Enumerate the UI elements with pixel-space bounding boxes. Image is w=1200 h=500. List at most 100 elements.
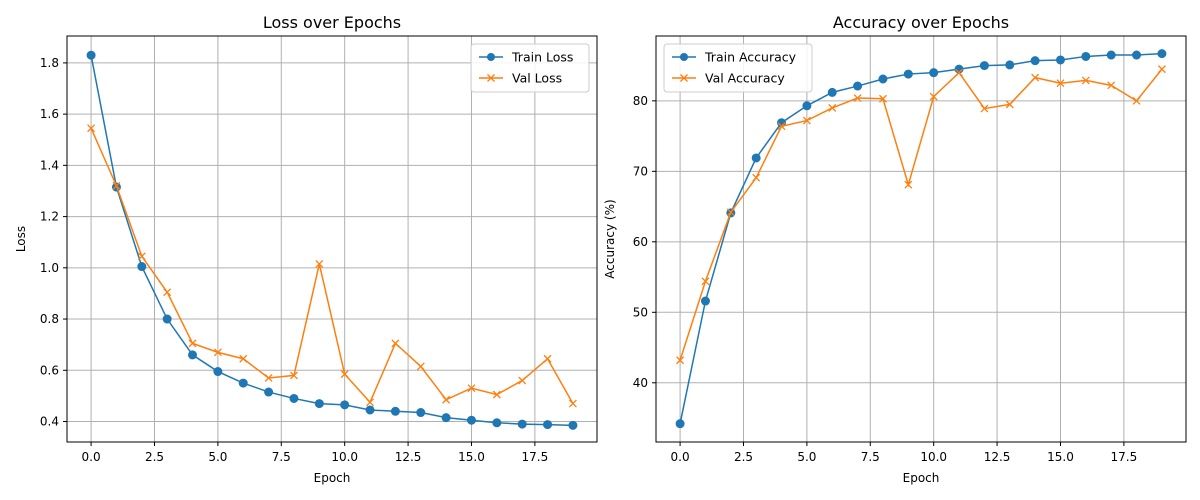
y-tick-label: 50	[633, 305, 648, 319]
data-point	[700, 296, 710, 306]
data-point	[1005, 100, 1014, 109]
data-point	[979, 61, 989, 71]
data-point	[543, 420, 553, 430]
data-point	[87, 124, 96, 133]
data-point	[1157, 49, 1167, 59]
series-line	[90, 127, 574, 404]
y-tick-label: 0.8	[40, 312, 59, 326]
x-tick-label: 5.0	[797, 450, 816, 464]
x-tick-label: 10.0	[920, 450, 947, 464]
data-point	[675, 419, 685, 429]
data-point	[416, 408, 426, 418]
legend-label: Val Accuracy	[705, 71, 785, 86]
data-point	[752, 173, 761, 182]
data-point	[188, 339, 197, 348]
data-point	[264, 374, 273, 382]
data-point	[1005, 60, 1015, 70]
x-tick-label: 12.5	[395, 450, 422, 464]
y-axis-label: Loss	[14, 226, 28, 252]
data-point	[777, 122, 786, 131]
legend-marker	[680, 53, 688, 61]
x-tick-label: 5.0	[208, 450, 227, 464]
data-point	[1030, 56, 1040, 66]
data-point	[568, 420, 578, 430]
data-point	[86, 50, 96, 60]
legend-box	[470, 43, 590, 93]
x-tick-label: 7.5	[272, 450, 291, 464]
x-tick-label: 10.0	[331, 450, 358, 464]
data-point	[239, 354, 248, 363]
y-tick-label: 0.4	[40, 415, 59, 429]
data-point	[441, 413, 451, 423]
data-point	[1081, 51, 1091, 61]
data-point	[340, 370, 349, 379]
x-axis-label: Epoch	[314, 471, 351, 485]
y-tick-label: 1.6	[40, 107, 59, 121]
data-point	[827, 87, 837, 97]
loss-chart: 0.0 2.5 5.0 7.5 10.0 12.5 15.0 17.5 0.4 0.6 0.8 1.0…	[14, 13, 598, 485]
data-point	[442, 395, 451, 404]
y-tick-label: 0.6	[40, 363, 59, 377]
x-tick-label: 2.5	[145, 450, 164, 464]
data-point	[726, 208, 735, 217]
data-point	[264, 387, 274, 397]
data-point	[751, 153, 761, 163]
y-axis-label: Accuracy (%)	[603, 199, 617, 278]
legend: Train Loss Val Loss	[470, 43, 590, 93]
y-tick-label: 1.8	[40, 56, 59, 70]
data-point	[366, 398, 374, 407]
data-point	[213, 348, 222, 357]
legend-label: Train Loss	[511, 50, 573, 65]
series-val-accuracy	[676, 65, 1166, 365]
x-tick-label: 0.0	[82, 450, 101, 464]
data-point	[1106, 50, 1116, 60]
data-point	[340, 400, 350, 410]
legend-label: Train Accuracy	[704, 50, 797, 65]
data-point	[701, 277, 710, 286]
data-point	[568, 399, 577, 408]
series-line	[679, 52, 1162, 424]
data-point	[853, 94, 862, 102]
x-tick-label: 17.5	[522, 450, 549, 464]
y-tick-label: 80	[633, 94, 648, 108]
data-point	[315, 260, 324, 268]
data-point	[238, 378, 248, 388]
data-point	[929, 68, 939, 78]
x-tick-label: 12.5	[984, 450, 1011, 464]
data-point	[802, 101, 812, 111]
y-tick-label: 1.2	[40, 210, 59, 224]
data-point	[878, 74, 888, 84]
legend-box	[663, 43, 813, 93]
data-point	[314, 399, 324, 409]
data-point	[517, 419, 527, 429]
y-tick-label: 70	[633, 164, 648, 178]
data-point	[492, 418, 502, 428]
data-point	[137, 252, 146, 261]
data-point	[879, 94, 887, 103]
data-point	[213, 367, 223, 377]
x-tick-label: 15.0	[458, 450, 485, 464]
data-point	[188, 350, 198, 360]
data-point	[163, 288, 172, 297]
data-point	[1031, 73, 1040, 82]
data-point	[1081, 76, 1090, 85]
data-point	[802, 116, 811, 125]
data-point	[1055, 55, 1065, 65]
chart-title: Loss over Epochs	[263, 13, 401, 32]
chart-title: Accuracy over Epochs	[833, 13, 1009, 32]
series-val-loss	[87, 124, 577, 408]
plot-frame	[655, 35, 1187, 443]
data-point	[391, 339, 400, 348]
data-point	[955, 68, 963, 77]
series-train-accuracy	[675, 49, 1167, 429]
data-point	[365, 405, 375, 415]
legend: Train Accuracy Val Accuracy	[663, 43, 813, 93]
data-point	[467, 384, 476, 393]
data-point	[390, 406, 400, 416]
data-point	[518, 376, 527, 385]
data-point	[1132, 96, 1141, 105]
data-point	[980, 104, 989, 113]
data-point	[676, 356, 685, 365]
series-line	[679, 68, 1163, 361]
